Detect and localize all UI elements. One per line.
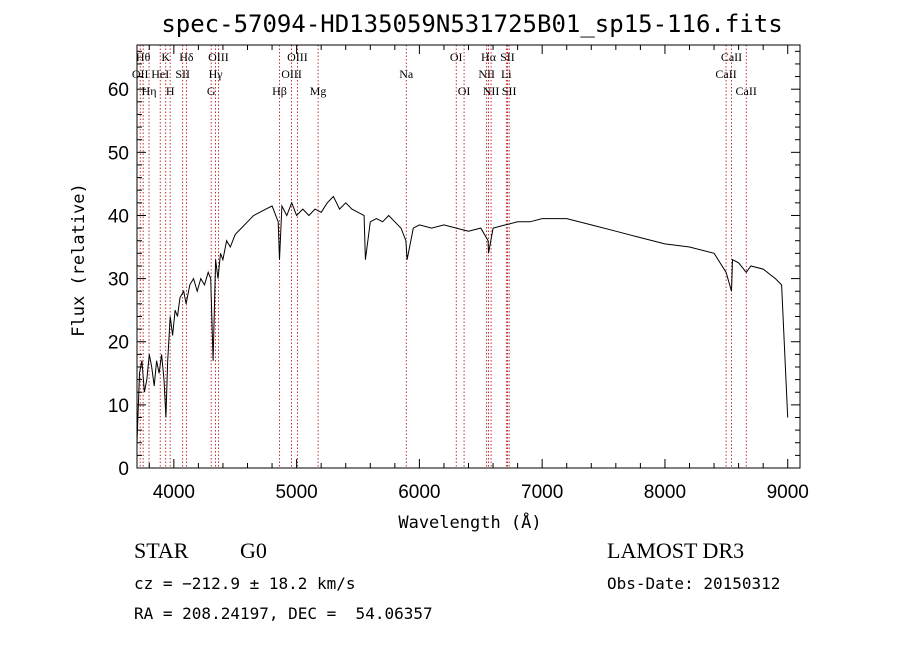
spectral-line-label: CaII	[721, 50, 742, 64]
spectral-line-label: CaII	[715, 67, 736, 81]
observation-date: Obs-Date: 20150312	[607, 574, 781, 593]
spectral-line-label: Hβ	[272, 84, 287, 98]
object-class: STAR	[134, 538, 189, 563]
spectral-line-label: Li	[501, 67, 512, 81]
y-tick-label: 50	[108, 143, 129, 164]
survey-name: LAMOST DR3	[607, 538, 745, 563]
spectral-line-label: K	[161, 50, 170, 64]
spectral-line-markers	[139, 45, 747, 468]
y-tick-label: 20	[108, 333, 129, 354]
spectral-line-label: OIII	[208, 50, 229, 64]
spectral-line-label: OIII	[287, 50, 308, 64]
y-tick-label: 0	[118, 459, 129, 480]
x-tick-label: 6000	[398, 482, 440, 503]
axis-ticks	[137, 45, 800, 469]
spectral-line-label: HeI	[151, 67, 169, 81]
x-tick-label: 9000	[767, 482, 809, 503]
y-tick-label: 40	[108, 206, 129, 227]
spectral-line-label: Hθ	[136, 50, 151, 64]
spectral-line-label: Hη	[142, 84, 157, 98]
x-tick-label: 4000	[153, 482, 195, 503]
x-tick-label: 8000	[644, 482, 686, 503]
spectral-line-label: OI	[450, 50, 463, 64]
x-axis-label: Wavelength (Å)	[398, 511, 541, 533]
spectral-line-label: NII	[483, 84, 500, 98]
y-tick-label: 10	[108, 396, 129, 417]
x-tick-label: 7000	[521, 482, 563, 503]
y-axis-label: Flux (relative)	[69, 183, 89, 337]
spectral-line-label: SII	[175, 67, 190, 81]
spectral-line-label: H	[166, 84, 175, 98]
y-tick-label: 60	[108, 80, 129, 101]
spectral-line-label: Hγ	[209, 67, 224, 81]
spectral-line-label: CaII	[736, 84, 757, 98]
y-tick-label: 30	[108, 270, 129, 291]
spectral-line-label: G	[207, 84, 216, 98]
coordinates: RA = 208.24197, DEC = 54.06357	[134, 604, 433, 623]
spectral-line-label: OIII	[281, 67, 302, 81]
spectral-line-label: Na	[399, 67, 414, 81]
x-tick-labels: 4000 5000 6000 7000 8000 9000	[153, 482, 809, 503]
redshift-cz: cz = −212.9 ± 18.2 km/s	[134, 574, 356, 593]
x-tick-label: 5000	[275, 482, 317, 503]
spectral-line-label: OI	[458, 84, 471, 98]
spectral-line-label: SII	[500, 50, 515, 64]
spectral-line-label: OII	[132, 67, 149, 81]
spectral-line-label: Hδ	[179, 50, 194, 64]
chart-title: spec-57094-HD135059N531725B01_sp15-116.f…	[161, 10, 782, 38]
spectral-line-label: Hα	[481, 50, 497, 64]
spectral-line-label: NII	[478, 67, 495, 81]
object-subclass: G0	[240, 538, 267, 563]
plot-frame	[136, 44, 801, 469]
spectral-line-labels: OII Hθ Hη HeI K H Hδ SII G Hγ OIII Hβ OIII OIII Mg Na OI…	[132, 50, 757, 98]
y-tick-labels: 0 10 20 30 40 50 60	[108, 80, 129, 480]
spectrum-line	[136, 195, 789, 443]
spectral-line-label: Mg	[310, 84, 327, 98]
spectral-line-label: SII	[502, 84, 517, 98]
